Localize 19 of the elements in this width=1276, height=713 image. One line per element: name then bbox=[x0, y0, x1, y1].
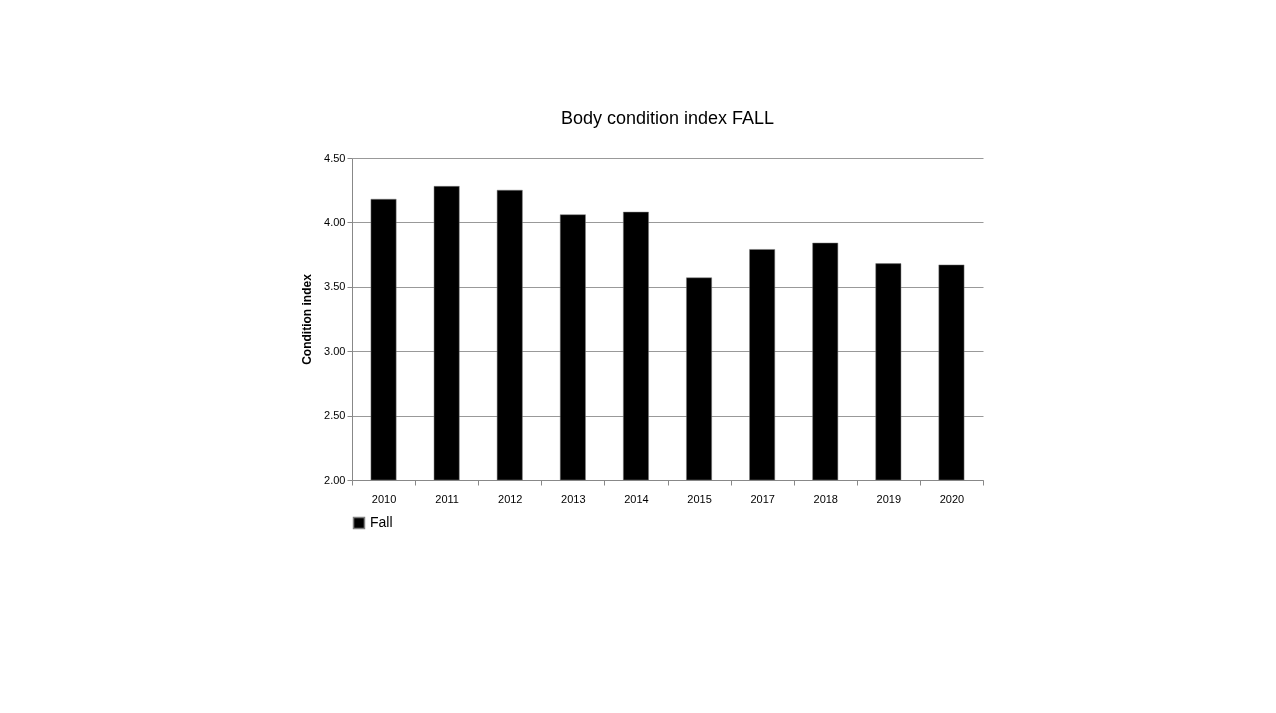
x-tick-label: 2018 bbox=[813, 492, 838, 505]
y-tick-label: 2.00 bbox=[324, 473, 346, 486]
legend-label: Fall bbox=[370, 514, 393, 530]
x-tick-label: 2010 bbox=[371, 492, 397, 505]
x-tick-label: 2014 bbox=[624, 492, 649, 505]
x-tick-label: 2020 bbox=[939, 492, 965, 505]
x-tick-label: 2013 bbox=[561, 492, 586, 505]
y-tick-label: 3.50 bbox=[324, 280, 346, 293]
x-tick-label: 2015 bbox=[687, 492, 712, 505]
y-axis-title: Condition index bbox=[300, 273, 315, 365]
y-tick-label: 2.50 bbox=[324, 409, 346, 422]
x-tick-label: 2012 bbox=[498, 492, 523, 505]
x-tick-label: 2017 bbox=[750, 492, 775, 505]
y-tick-label: 3.00 bbox=[324, 344, 346, 357]
x-tick-label: 2011 bbox=[435, 492, 459, 505]
chart-title: Body condition index FALL bbox=[560, 108, 775, 128]
y-tick-label: 4.00 bbox=[324, 215, 346, 228]
y-tick-label: 4.50 bbox=[324, 151, 346, 164]
x-tick-label: 2019 bbox=[876, 492, 902, 505]
